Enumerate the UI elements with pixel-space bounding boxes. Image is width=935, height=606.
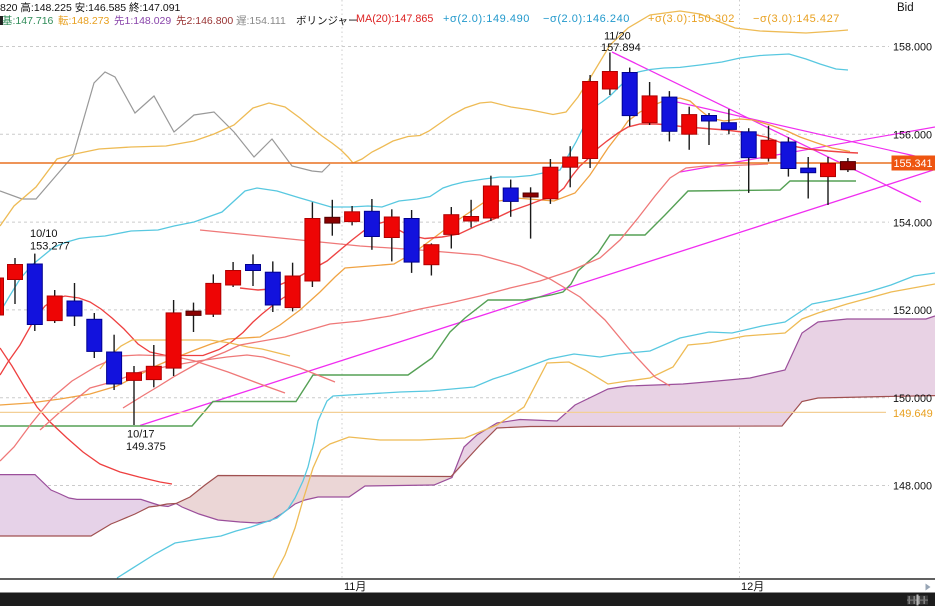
svg-text:153.277: 153.277 <box>30 241 70 253</box>
svg-text:150.000: 150.000 <box>893 393 932 405</box>
svg-text:10/10: 10/10 <box>30 228 58 240</box>
svg-text:11/20: 11/20 <box>604 31 631 43</box>
svg-text:149.375: 149.375 <box>126 441 166 453</box>
svg-text:Bid: Bid <box>897 2 914 14</box>
svg-text:156.000: 156.000 <box>893 130 932 142</box>
svg-text:158.000: 158.000 <box>893 42 932 54</box>
svg-text:154.000: 154.000 <box>893 217 932 229</box>
svg-text:157.894: 157.894 <box>601 42 641 54</box>
svg-text:155.341: 155.341 <box>894 158 933 170</box>
svg-text:12月: 12月 <box>741 581 764 593</box>
svg-text:148.000: 148.000 <box>893 481 932 493</box>
svg-text:149.649: 149.649 <box>893 408 933 420</box>
svg-text:11月: 11月 <box>344 581 366 593</box>
svg-text:152.000: 152.000 <box>893 305 932 317</box>
svg-text:10/17: 10/17 <box>127 429 155 441</box>
